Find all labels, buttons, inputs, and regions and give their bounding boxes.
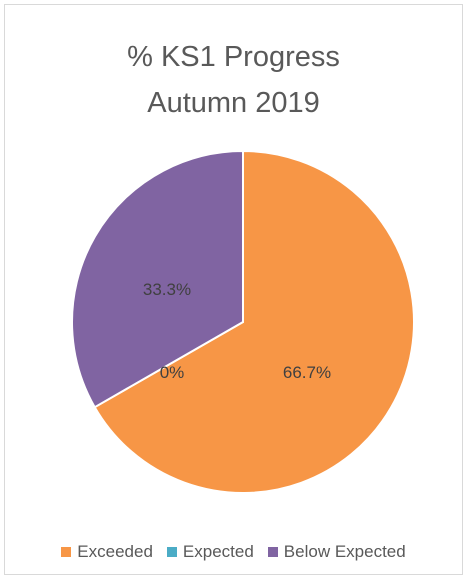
pie-slices	[71, 149, 415, 494]
slice-exceeded	[93, 149, 415, 494]
chart-area: % KS1 Progress Autumn 2019 66.7% 0% 33.3…	[4, 4, 463, 575]
slice-below-expected	[71, 149, 244, 409]
legend-swatch-expected	[166, 547, 177, 557]
pie-data-labels: 66.7% 0% 33.3%	[143, 280, 331, 382]
chart-title-line-1: % KS1 Progress	[127, 41, 340, 73]
legend-swatch-below-expected	[267, 547, 278, 557]
legend-label-expected: Expected	[182, 542, 254, 561]
data-label-below-expected: 33.3%	[143, 280, 191, 299]
chart-legend: Exceeded Expected Below Expected	[5, 542, 462, 562]
legend-item-below-expected: Below Expected	[267, 542, 406, 562]
legend-item-exceeded: Exceeded	[61, 542, 153, 562]
legend-label-below-expected: Below Expected	[283, 542, 406, 561]
legend-swatch-exceeded	[61, 547, 72, 557]
legend-label-exceeded: Exceeded	[77, 542, 153, 561]
pie-chart: 66.7% 0% 33.3%	[71, 149, 415, 494]
data-label-exceeded: 66.7%	[283, 363, 331, 382]
chart-title-line-2: Autumn 2019	[147, 87, 320, 119]
legend-item-expected: Expected	[166, 542, 254, 562]
data-label-expected: 0%	[160, 363, 185, 382]
